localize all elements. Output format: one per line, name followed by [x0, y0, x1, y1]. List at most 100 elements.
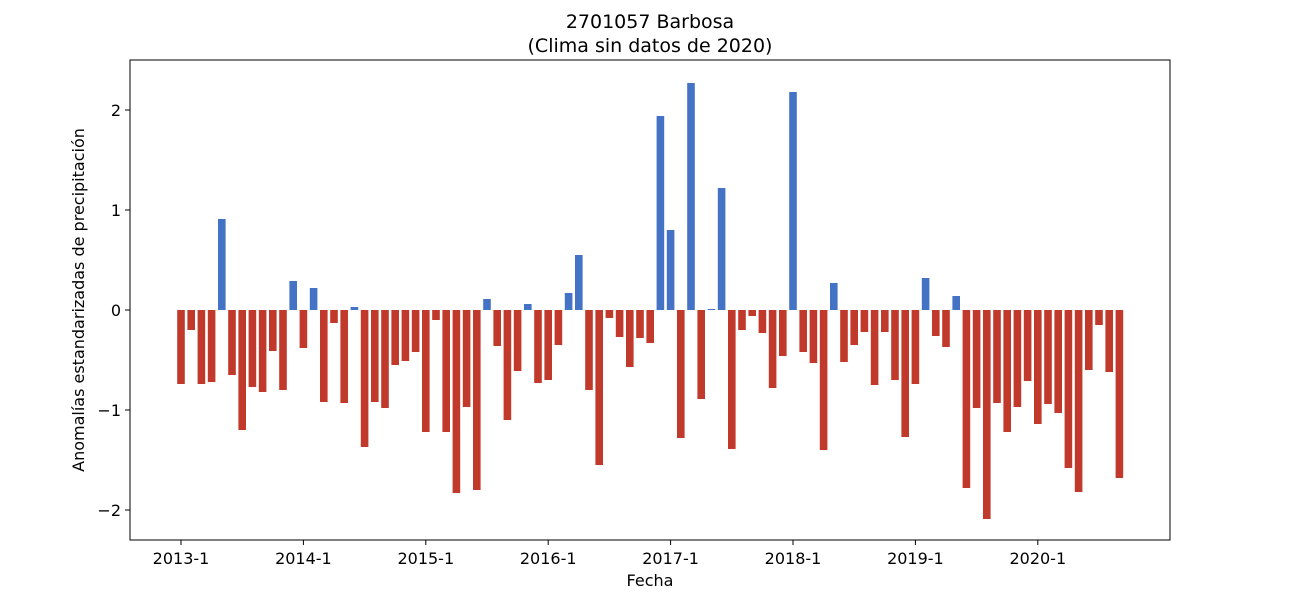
bar	[656, 116, 665, 310]
bar	[768, 310, 777, 388]
plot-frame	[129, 59, 1171, 541]
x-tick-label: 2015-1	[397, 549, 454, 568]
bar	[473, 310, 481, 490]
x-tick-label: 2014-1	[275, 549, 332, 568]
bar	[1095, 310, 1103, 325]
bar	[1013, 310, 1022, 407]
bar	[952, 296, 960, 310]
chart-title: 2701057 Barbosa	[566, 11, 734, 33]
y-tick-label: −1	[97, 401, 121, 420]
bar	[697, 310, 705, 399]
bar	[942, 310, 950, 347]
bar	[585, 310, 593, 390]
bar	[891, 310, 899, 380]
bar	[1064, 310, 1073, 468]
bars-group	[177, 83, 1124, 519]
bar	[177, 310, 185, 384]
bar	[462, 310, 471, 407]
bar	[809, 310, 818, 363]
bar	[360, 310, 369, 447]
bar	[789, 92, 797, 310]
bar	[717, 188, 726, 310]
bar	[513, 310, 522, 371]
bar	[748, 310, 756, 316]
bar	[269, 310, 277, 351]
bar	[1023, 310, 1032, 381]
y-tick-label: 2	[111, 101, 121, 120]
bar	[779, 310, 787, 356]
y-tick-label: −2	[97, 501, 121, 520]
bar	[320, 310, 328, 402]
bar	[615, 310, 624, 337]
bar	[1105, 310, 1113, 372]
bar	[646, 310, 654, 343]
x-tick-label: 2016-1	[520, 549, 577, 568]
bar	[850, 310, 858, 345]
bar	[972, 310, 981, 408]
bar	[993, 310, 1001, 403]
bar	[524, 304, 532, 310]
bar	[564, 293, 573, 310]
bar	[228, 310, 236, 375]
bar	[1044, 310, 1052, 404]
bar	[687, 83, 695, 310]
bar	[289, 281, 297, 310]
bar	[422, 310, 430, 432]
bar	[799, 310, 807, 352]
y-tick-label: 1	[111, 201, 121, 220]
bar	[340, 310, 348, 403]
bar	[636, 310, 644, 338]
bar	[483, 299, 491, 310]
bar	[901, 310, 909, 437]
bar	[401, 310, 410, 361]
bar	[911, 310, 920, 384]
bar	[534, 310, 542, 383]
bar	[258, 310, 267, 392]
bar	[728, 310, 736, 449]
x-axis-label: Fecha	[627, 571, 674, 590]
bar	[299, 310, 308, 348]
bar	[1054, 310, 1062, 413]
bar	[1003, 310, 1011, 432]
bar	[738, 310, 746, 330]
bar	[218, 219, 226, 310]
bar	[1034, 310, 1042, 424]
bar	[870, 310, 879, 385]
x-tick-label: 2013-1	[153, 549, 210, 568]
bar	[330, 310, 338, 323]
bar	[962, 310, 971, 488]
axes-group: −2 −1 0 1 2 2013-1 2014-1 2015-1 2016-1 2017-1 201…	[97, 101, 1066, 568]
x-tick-label: 2018-1	[765, 549, 822, 568]
bar	[881, 310, 889, 332]
bar	[605, 310, 614, 318]
chart-subtitle: (Clima sin datos de 2020)	[528, 35, 773, 57]
y-axis-label: Anomalías estandarizadas de precipitació…	[69, 128, 88, 472]
y-tick-label: 0	[111, 301, 121, 320]
bar	[279, 310, 287, 390]
bar	[371, 310, 379, 402]
bar	[1074, 310, 1083, 492]
bar	[758, 310, 767, 333]
bar	[626, 310, 634, 367]
x-tick-label: 2020-1	[1009, 549, 1066, 568]
bar	[503, 310, 512, 420]
x-tick-label: 2019-1	[887, 549, 944, 568]
bar	[1115, 310, 1124, 478]
bar	[197, 310, 206, 384]
bar	[840, 310, 848, 362]
bar	[983, 310, 991, 519]
bar	[187, 310, 195, 330]
bar	[248, 310, 257, 387]
bar	[666, 230, 675, 310]
bar	[677, 310, 685, 438]
bar	[238, 310, 246, 430]
bar	[554, 310, 563, 345]
bar	[575, 255, 583, 310]
bar	[860, 310, 869, 332]
bar	[452, 310, 461, 493]
bar	[921, 278, 930, 310]
bar	[493, 310, 501, 346]
bar	[707, 309, 716, 310]
